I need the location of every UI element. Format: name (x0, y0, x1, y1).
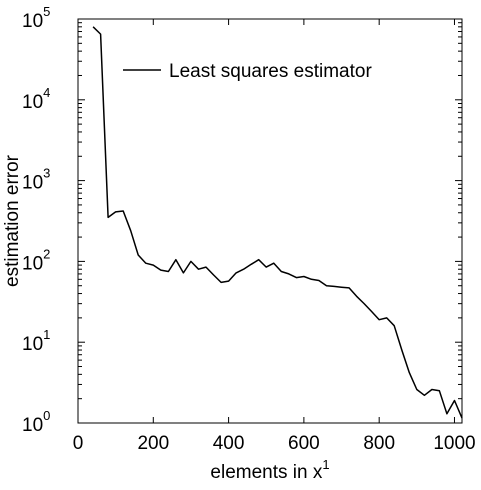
y-tick-label: 104 (22, 85, 50, 113)
plot-area-border (77, 18, 463, 424)
y-axis-label: estimation error (2, 154, 23, 287)
x-tick-label: 600 (288, 433, 320, 454)
x-tick-label: 200 (137, 433, 169, 454)
x-axis-label-text: elements in x (210, 462, 322, 483)
legend-label: Least squares estimator (169, 61, 372, 82)
y-tick-label-base: 10 (22, 253, 43, 274)
y-tick-label-exponent: 3 (43, 166, 50, 181)
x-tick-label: 1000 (433, 433, 475, 454)
y-tick-label: 105 (22, 4, 50, 32)
y-tick-label-exponent: 4 (43, 85, 50, 100)
plot-frame (77, 18, 463, 424)
series-line (92, 26, 463, 419)
x-axis-label-superscript: 1 (322, 457, 329, 472)
y-tick-label: 102 (22, 246, 50, 274)
y-tick-label-base: 10 (22, 92, 43, 113)
series-group (92, 26, 463, 419)
y-tick-label: 100 (22, 408, 50, 436)
y-tick-label-exponent: 2 (43, 246, 50, 261)
y-tick-label: 101 (22, 327, 50, 355)
y-tick-label-exponent: 1 (43, 327, 50, 342)
y-tick-label-base: 10 (22, 334, 43, 355)
y-tick-label: 103 (22, 166, 50, 194)
legend: Least squares estimator (123, 61, 372, 82)
x-tick-label: 800 (363, 433, 395, 454)
y-tick-label-base: 10 (22, 415, 43, 436)
x-tick-label: 0 (73, 433, 84, 454)
axis-ticks (77, 18, 462, 424)
x-tick-label: 400 (213, 433, 245, 454)
y-tick-label-base: 10 (22, 173, 43, 194)
y-tick-label-exponent: 5 (43, 4, 50, 19)
x-axis-label: elements in x1 (210, 457, 329, 483)
y-tick-label-exponent: 0 (43, 408, 50, 423)
y-tick-label-base: 10 (22, 11, 43, 32)
